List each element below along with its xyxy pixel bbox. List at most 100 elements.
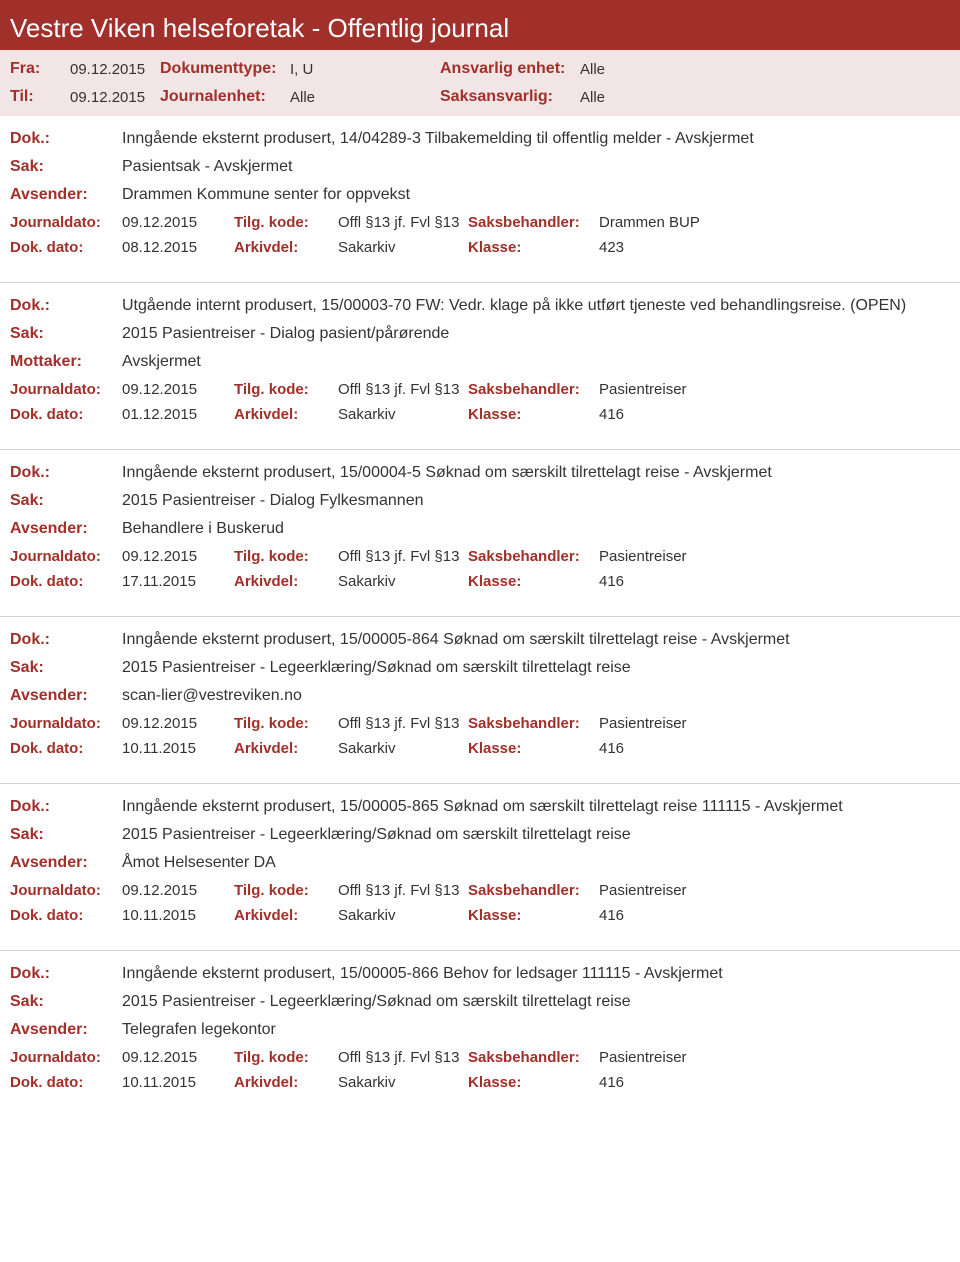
arkivdel-value: Sakarkiv [338,907,468,924]
sak-value: 2015 Pasientreiser - Legeerklæring/Søkna… [122,659,950,677]
dok-label: Dok.: [10,631,122,649]
klasse-label: Klasse: [468,740,599,757]
sak-value: 2015 Pasientreiser - Dialog pasient/pårø… [122,325,950,343]
page-title: Vestre Viken helseforetak - Offentlig jo… [0,5,960,50]
party-label: Avsender: [10,520,122,538]
journal-entry: Dok.: Inngående eksternt produsert, 15/0… [0,784,960,951]
journal-entry: Dok.: Inngående eksternt produsert, 15/0… [0,951,960,1117]
filter-fra-label: Fra: [10,60,70,78]
arkivdel-value: Sakarkiv [338,406,468,423]
saksbehandler-label: Saksbehandler: [468,882,599,899]
klasse-label: Klasse: [468,1074,599,1091]
filter-journalenhet-value: Alle [290,89,440,106]
entries-container: Dok.: Inngående eksternt produsert, 14/0… [0,116,960,1117]
journaldato-value: 09.12.2015 [122,882,234,899]
party-value: Drammen Kommune senter for oppvekst [122,186,950,204]
journal-entry: Dok.: Inngående eksternt produsert, 15/0… [0,450,960,617]
dok-value: Utgående internt produsert, 15/00003-70 … [122,297,950,315]
saksbehandler-label: Saksbehandler: [468,214,599,231]
dokdato-value: 08.12.2015 [122,239,234,256]
dokdato-value: 10.11.2015 [122,907,234,924]
klasse-label: Klasse: [468,406,599,423]
tilgkode-value: Offl §13 jf. Fvl §13 [338,381,468,398]
journaldato-value: 09.12.2015 [122,214,234,231]
dok-label: Dok.: [10,130,122,148]
tilgkode-label: Tilg. kode: [234,882,338,899]
tilgkode-label: Tilg. kode: [234,214,338,231]
filter-til-value: 09.12.2015 [70,89,160,106]
dokdato-label: Dok. dato: [10,740,122,757]
journal-entry: Dok.: Inngående eksternt produsert, 15/0… [0,617,960,784]
tilgkode-value: Offl §13 jf. Fvl §13 [338,882,468,899]
journaldato-label: Journaldato: [10,214,122,231]
filter-ansvarlig-value: Alle [580,61,700,78]
saksbehandler-value: Pasientreiser [599,715,950,732]
tilgkode-label: Tilg. kode: [234,381,338,398]
arkivdel-label: Arkivdel: [234,406,338,423]
dokdato-value: 01.12.2015 [122,406,234,423]
arkivdel-label: Arkivdel: [234,1074,338,1091]
saksbehandler-value: Pasientreiser [599,882,950,899]
sak-value: 2015 Pasientreiser - Legeerklæring/Søkna… [122,826,950,844]
filter-doktype-value: I, U [290,61,440,78]
party-value: Avskjermet [122,353,950,371]
dok-value: Inngående eksternt produsert, 15/00005-8… [122,798,950,816]
dokdato-value: 17.11.2015 [122,573,234,590]
journal-entry: Dok.: Utgående internt produsert, 15/000… [0,283,960,450]
party-value: Åmot Helsesenter DA [122,854,950,872]
dok-value: Inngående eksternt produsert, 15/00005-8… [122,631,950,649]
dokdato-label: Dok. dato: [10,239,122,256]
sak-label: Sak: [10,826,122,844]
arkivdel-label: Arkivdel: [234,239,338,256]
klasse-value: 416 [599,740,950,757]
saksbehandler-value: Pasientreiser [599,548,950,565]
filter-saksansvarlig-label: Saksansvarlig: [440,88,580,106]
saksbehandler-label: Saksbehandler: [468,548,599,565]
filter-fra-value: 09.12.2015 [70,61,160,78]
filter-doktype-label: Dokumenttype: [160,60,290,78]
saksbehandler-label: Saksbehandler: [468,715,599,732]
dok-value: Inngående eksternt produsert, 15/00005-8… [122,965,950,983]
dok-label: Dok.: [10,464,122,482]
tilgkode-label: Tilg. kode: [234,548,338,565]
journaldato-value: 09.12.2015 [122,1049,234,1066]
saksbehandler-label: Saksbehandler: [468,381,599,398]
arkivdel-value: Sakarkiv [338,239,468,256]
arkivdel-label: Arkivdel: [234,740,338,757]
party-label: Mottaker: [10,353,122,371]
arkivdel-value: Sakarkiv [338,573,468,590]
dok-label: Dok.: [10,297,122,315]
journaldato-value: 09.12.2015 [122,548,234,565]
tilgkode-value: Offl §13 jf. Fvl §13 [338,548,468,565]
saksbehandler-value: Pasientreiser [599,1049,950,1066]
arkivdel-label: Arkivdel: [234,907,338,924]
party-label: Avsender: [10,186,122,204]
journal-entry: Dok.: Inngående eksternt produsert, 14/0… [0,116,960,283]
klasse-label: Klasse: [468,239,599,256]
dok-value: Inngående eksternt produsert, 14/04289-3… [122,130,950,148]
dok-label: Dok.: [10,965,122,983]
klasse-label: Klasse: [468,573,599,590]
tilgkode-value: Offl §13 jf. Fvl §13 [338,715,468,732]
dok-label: Dok.: [10,798,122,816]
klasse-value: 416 [599,406,950,423]
dokdato-value: 10.11.2015 [122,1074,234,1091]
journaldato-label: Journaldato: [10,548,122,565]
sak-label: Sak: [10,492,122,510]
party-value: Telegrafen legekontor [122,1021,950,1039]
sak-label: Sak: [10,659,122,677]
sak-label: Sak: [10,325,122,343]
sak-label: Sak: [10,993,122,1011]
party-value: scan-lier@vestreviken.no [122,687,950,705]
party-label: Avsender: [10,854,122,872]
sak-value: 2015 Pasientreiser - Dialog Fylkesmannen [122,492,950,510]
dokdato-label: Dok. dato: [10,907,122,924]
saksbehandler-label: Saksbehandler: [468,1049,599,1066]
party-label: Avsender: [10,687,122,705]
dokdato-label: Dok. dato: [10,1074,122,1091]
filter-journalenhet-label: Journalenhet: [160,88,290,106]
klasse-value: 423 [599,239,950,256]
arkivdel-value: Sakarkiv [338,1074,468,1091]
saksbehandler-value: Pasientreiser [599,381,950,398]
journaldato-value: 09.12.2015 [122,381,234,398]
